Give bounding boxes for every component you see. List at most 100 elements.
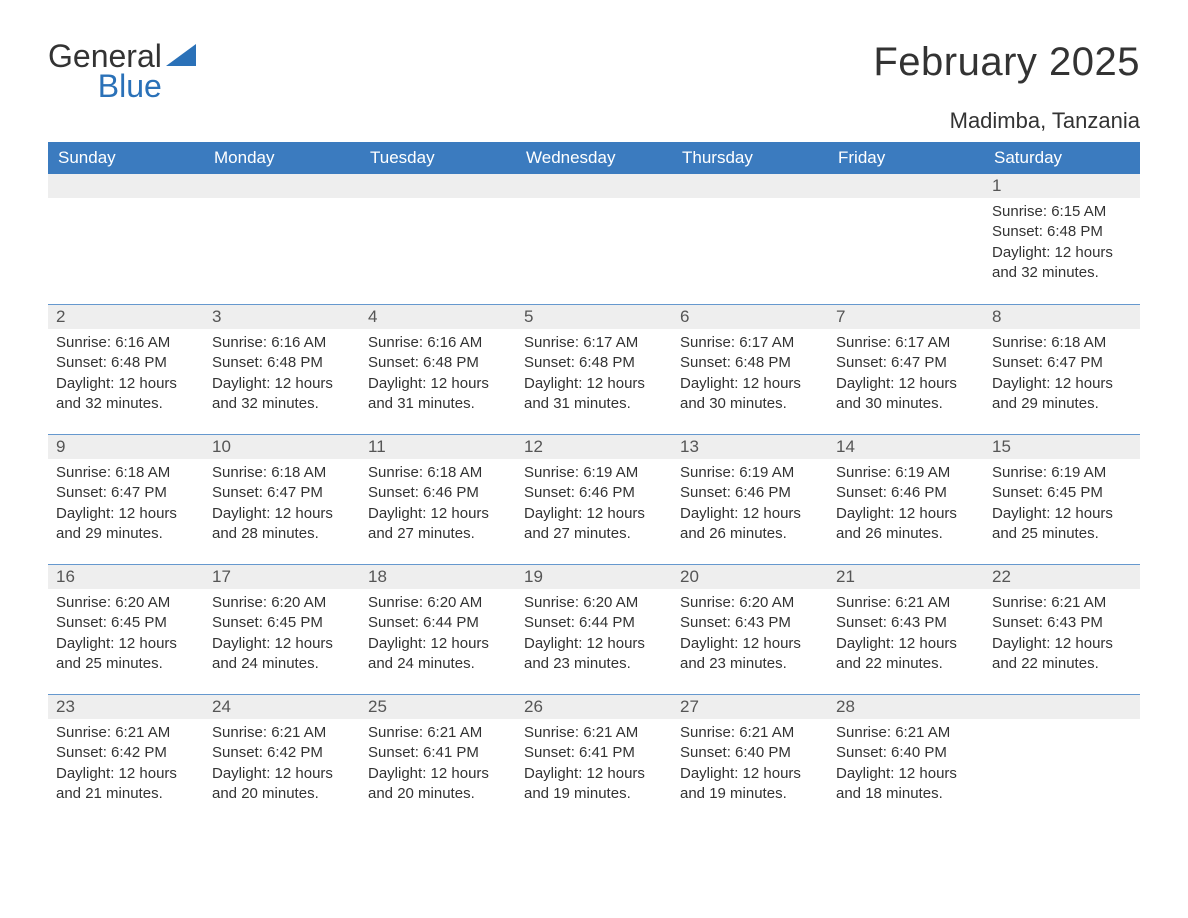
day-body: Sunrise: 6:21 AMSunset: 6:41 PMDaylight:…: [516, 719, 672, 804]
day-daylight_a: Daylight: 12 hours: [836, 374, 976, 394]
day-sunset: Sunset: 6:47 PM: [212, 483, 352, 503]
day-daylight_b: and 31 minutes.: [524, 394, 664, 414]
day-cell: 24Sunrise: 6:21 AMSunset: 6:42 PMDayligh…: [204, 695, 360, 806]
day-daylight_a: Daylight: 12 hours: [680, 374, 820, 394]
logo-text: General Blue: [48, 40, 162, 102]
week-row: 1Sunrise: 6:15 AMSunset: 6:48 PMDaylight…: [48, 174, 1140, 304]
day-cell: 22Sunrise: 6:21 AMSunset: 6:43 PMDayligh…: [984, 565, 1140, 676]
day-sunset: Sunset: 6:43 PM: [680, 613, 820, 633]
day-daylight_b: and 31 minutes.: [368, 394, 508, 414]
day-sunset: Sunset: 6:40 PM: [836, 743, 976, 763]
day-body: Sunrise: 6:19 AMSunset: 6:46 PMDaylight:…: [828, 459, 984, 544]
day-cell: 19Sunrise: 6:20 AMSunset: 6:44 PMDayligh…: [516, 565, 672, 676]
day-number: 2: [48, 305, 204, 329]
day-daylight_b: and 19 minutes.: [524, 784, 664, 804]
day-body: Sunrise: 6:17 AMSunset: 6:48 PMDaylight:…: [672, 329, 828, 414]
day-sunset: Sunset: 6:48 PM: [368, 353, 508, 373]
day-daylight_b: and 29 minutes.: [56, 524, 196, 544]
day-daylight_a: Daylight: 12 hours: [836, 634, 976, 654]
day-daylight_b: and 25 minutes.: [992, 524, 1132, 544]
day-sunrise: Sunrise: 6:19 AM: [992, 463, 1132, 483]
month-title: February 2025: [873, 40, 1140, 85]
day-number: 18: [360, 565, 516, 589]
day-number: 19: [516, 565, 672, 589]
logo: General Blue: [48, 40, 196, 102]
day-daylight_b: and 24 minutes.: [212, 654, 352, 674]
day-daylight_b: and 23 minutes.: [680, 654, 820, 674]
day-body: Sunrise: 6:16 AMSunset: 6:48 PMDaylight:…: [48, 329, 204, 414]
day-sunrise: Sunrise: 6:20 AM: [368, 593, 508, 613]
day-body: Sunrise: 6:21 AMSunset: 6:41 PMDaylight:…: [360, 719, 516, 804]
day-sunset: Sunset: 6:45 PM: [212, 613, 352, 633]
day-sunset: Sunset: 6:46 PM: [524, 483, 664, 503]
day-daylight_a: Daylight: 12 hours: [56, 634, 196, 654]
day-number: 20: [672, 565, 828, 589]
weekday-label: Saturday: [984, 142, 1140, 174]
day-number: 26: [516, 695, 672, 719]
day-body: Sunrise: 6:21 AMSunset: 6:40 PMDaylight:…: [828, 719, 984, 804]
day-daylight_b: and 29 minutes.: [992, 394, 1132, 414]
weekday-label: Thursday: [672, 142, 828, 174]
day-number: 10: [204, 435, 360, 459]
day-cell: 16Sunrise: 6:20 AMSunset: 6:45 PMDayligh…: [48, 565, 204, 676]
location: Madimba, Tanzania: [48, 108, 1140, 134]
day-daylight_a: Daylight: 12 hours: [836, 764, 976, 784]
day-cell: 9Sunrise: 6:18 AMSunset: 6:47 PMDaylight…: [48, 435, 204, 546]
day-sunrise: Sunrise: 6:16 AM: [368, 333, 508, 353]
weeks-container: 1Sunrise: 6:15 AMSunset: 6:48 PMDaylight…: [48, 174, 1140, 824]
day-cell: 6Sunrise: 6:17 AMSunset: 6:48 PMDaylight…: [672, 305, 828, 416]
day-body: Sunrise: 6:17 AMSunset: 6:47 PMDaylight:…: [828, 329, 984, 414]
day-number: [984, 695, 1140, 719]
day-cell: 12Sunrise: 6:19 AMSunset: 6:46 PMDayligh…: [516, 435, 672, 546]
day-daylight_b: and 20 minutes.: [212, 784, 352, 804]
weekday-label: Wednesday: [516, 142, 672, 174]
day-daylight_a: Daylight: 12 hours: [524, 374, 664, 394]
day-number: 24: [204, 695, 360, 719]
day-sunset: Sunset: 6:41 PM: [368, 743, 508, 763]
day-cell: 21Sunrise: 6:21 AMSunset: 6:43 PMDayligh…: [828, 565, 984, 676]
day-body: Sunrise: 6:20 AMSunset: 6:45 PMDaylight:…: [48, 589, 204, 674]
day-daylight_b: and 28 minutes.: [212, 524, 352, 544]
day-daylight_a: Daylight: 12 hours: [56, 504, 196, 524]
day-sunset: Sunset: 6:42 PM: [212, 743, 352, 763]
day-body: Sunrise: 6:18 AMSunset: 6:46 PMDaylight:…: [360, 459, 516, 544]
day-number: 11: [360, 435, 516, 459]
day-number: 9: [48, 435, 204, 459]
logo-triangle-icon: [166, 44, 196, 66]
day-daylight_a: Daylight: 12 hours: [680, 634, 820, 654]
day-sunrise: Sunrise: 6:19 AM: [680, 463, 820, 483]
day-sunset: Sunset: 6:48 PM: [56, 353, 196, 373]
day-sunset: Sunset: 6:47 PM: [836, 353, 976, 373]
day-sunset: Sunset: 6:43 PM: [836, 613, 976, 633]
day-number: 21: [828, 565, 984, 589]
day-daylight_b: and 25 minutes.: [56, 654, 196, 674]
day-daylight_b: and 24 minutes.: [368, 654, 508, 674]
day-number: [204, 174, 360, 198]
day-cell: 28Sunrise: 6:21 AMSunset: 6:40 PMDayligh…: [828, 695, 984, 806]
day-sunset: Sunset: 6:44 PM: [524, 613, 664, 633]
day-sunrise: Sunrise: 6:21 AM: [524, 723, 664, 743]
day-cell: [204, 174, 360, 286]
title-block: February 2025: [873, 40, 1140, 85]
day-daylight_b: and 30 minutes.: [836, 394, 976, 414]
day-body: Sunrise: 6:16 AMSunset: 6:48 PMDaylight:…: [204, 329, 360, 414]
day-sunrise: Sunrise: 6:18 AM: [368, 463, 508, 483]
day-number: 4: [360, 305, 516, 329]
day-sunset: Sunset: 6:45 PM: [992, 483, 1132, 503]
day-daylight_b: and 22 minutes.: [836, 654, 976, 674]
day-cell: 1Sunrise: 6:15 AMSunset: 6:48 PMDaylight…: [984, 174, 1140, 286]
day-daylight_a: Daylight: 12 hours: [368, 764, 508, 784]
day-sunset: Sunset: 6:48 PM: [680, 353, 820, 373]
day-sunrise: Sunrise: 6:21 AM: [368, 723, 508, 743]
day-daylight_a: Daylight: 12 hours: [212, 504, 352, 524]
day-body: Sunrise: 6:21 AMSunset: 6:42 PMDaylight:…: [204, 719, 360, 804]
day-sunset: Sunset: 6:46 PM: [368, 483, 508, 503]
header: General Blue February 2025: [48, 40, 1140, 102]
day-cell: [828, 174, 984, 286]
day-body: Sunrise: 6:21 AMSunset: 6:43 PMDaylight:…: [984, 589, 1140, 674]
day-cell: 23Sunrise: 6:21 AMSunset: 6:42 PMDayligh…: [48, 695, 204, 806]
day-daylight_a: Daylight: 12 hours: [524, 504, 664, 524]
day-sunset: Sunset: 6:47 PM: [56, 483, 196, 503]
day-daylight_a: Daylight: 12 hours: [212, 634, 352, 654]
day-number: [360, 174, 516, 198]
